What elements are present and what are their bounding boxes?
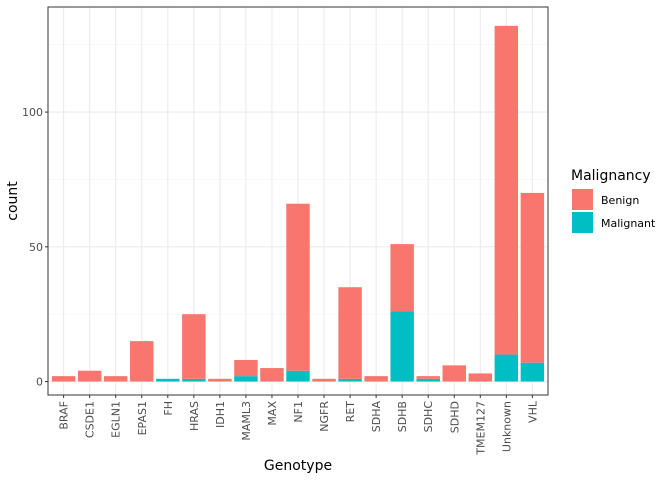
x-tick-label: TMEM127: [474, 401, 487, 456]
bar-malignant-maml3: [234, 376, 258, 382]
x-axis-title: Genotype: [264, 458, 332, 474]
bar-benign-braf: [51, 376, 76, 382]
x-tick-label: NGFR: [318, 401, 331, 432]
y-axis: 0 50 100: [22, 106, 48, 389]
bar-benign-nf1: [286, 203, 310, 371]
x-tick-label: NF1: [292, 401, 305, 423]
x-tick-label: EPAS1: [136, 401, 149, 435]
x-tick-label: SDHD: [448, 401, 461, 433]
bar-malignant-hras: [182, 378, 206, 382]
bar-malignant-vhl: [520, 362, 545, 382]
bars: [51, 25, 545, 382]
x-tick-label: SDHB: [396, 401, 409, 432]
x-tick-label: BRAF: [58, 401, 71, 430]
bar-malignant-ret: [338, 378, 362, 382]
bar-benign-max: [260, 368, 284, 382]
x-tick-label: VHL: [526, 400, 539, 423]
x-tick-label: MAX: [266, 401, 279, 426]
x-tick-label: SDHC: [422, 401, 435, 433]
y-tick-label: 50: [29, 241, 43, 254]
bar-benign-idh1: [208, 378, 232, 382]
x-tick-label: IDH1: [214, 401, 227, 428]
bar-benign-maml3: [234, 359, 258, 377]
bar-benign-sdha: [364, 376, 388, 382]
bar-malignant-sdhc: [416, 378, 440, 382]
x-tick-label: EGLN1: [110, 401, 123, 438]
bar-benign-egln1: [103, 376, 128, 382]
bar-malignant-fh: [156, 378, 180, 382]
bar-malignant-nf1: [286, 370, 310, 382]
y-tick-label: 100: [22, 106, 43, 119]
bar-benign-tmem127: [468, 373, 493, 382]
bar-benign-sdhb: [390, 244, 414, 312]
y-axis-title: count: [5, 181, 21, 221]
x-tick-label: SDHA: [370, 401, 383, 433]
bar-benign-sdhc: [416, 376, 440, 379]
x-tick-label: HRAS: [188, 401, 201, 431]
bar-benign-vhl: [520, 192, 545, 363]
x-tick-label: Unknown: [500, 401, 513, 452]
x-tick-label: RET: [344, 401, 357, 423]
legend-label-benign: Benign: [601, 194, 639, 207]
y-tick-label: 0: [36, 376, 43, 389]
x-tick-label: FH: [162, 401, 175, 416]
legend: Malignancy Benign Malignant: [571, 168, 656, 233]
bar-malignant-unknown: [494, 354, 519, 382]
bar-benign-csde1: [77, 370, 102, 382]
x-axis: BRAF CSDE1 EGLN1 EPAS1 FH HRAS IDH1 MAML3 MAX NF1…: [58, 395, 539, 456]
legend-title: Malignancy: [571, 168, 651, 184]
bar-malignant-sdhb: [390, 311, 414, 382]
legend-key-malignant: [572, 212, 593, 233]
bar-benign-sdhd: [442, 365, 466, 382]
bar-benign-epas1: [130, 341, 154, 382]
legend-label-malignant: Malignant: [601, 217, 656, 230]
bar-benign-hras: [182, 314, 206, 379]
bar-benign-ngfr: [312, 378, 336, 382]
x-tick-label: CSDE1: [84, 401, 97, 438]
bar-benign-unknown: [494, 25, 519, 355]
x-tick-label: MAML3: [240, 401, 253, 441]
legend-key-benign: [572, 189, 593, 210]
bar-benign-ret: [338, 287, 362, 379]
